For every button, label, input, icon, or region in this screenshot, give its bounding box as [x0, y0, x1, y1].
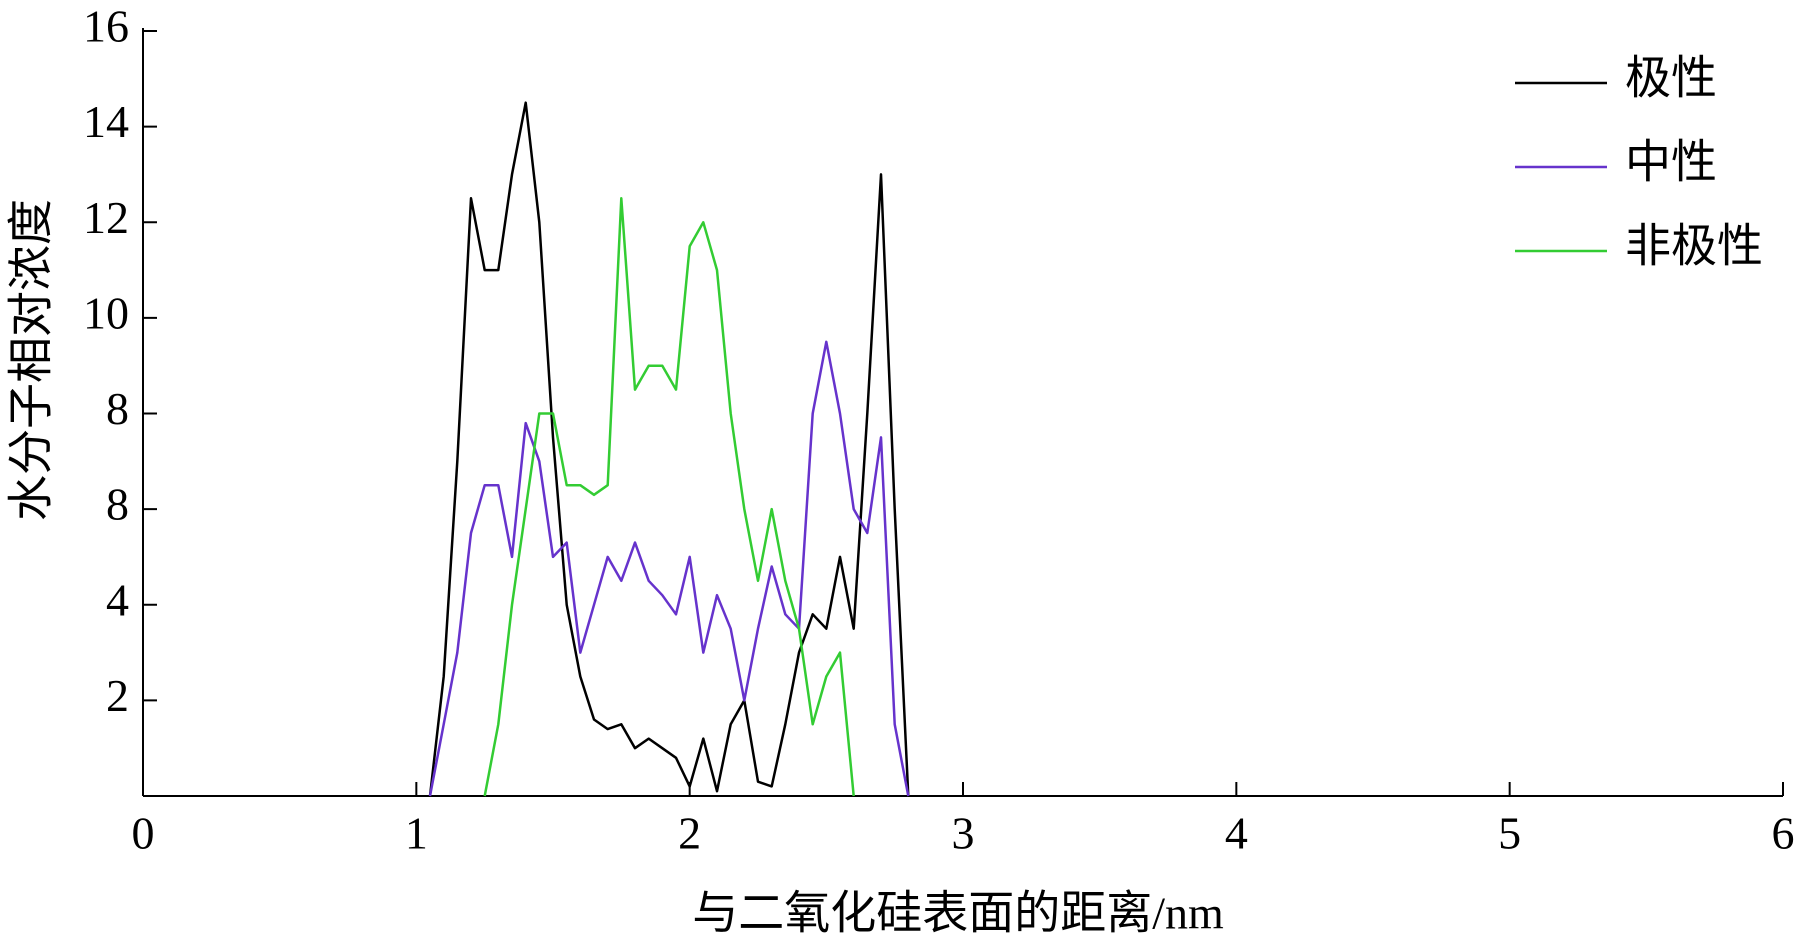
- legend-label: 中性: [1625, 137, 1717, 188]
- y-tick-label: 4: [106, 574, 129, 625]
- x-tick-label: 0: [132, 808, 155, 859]
- data-line: [483, 197, 855, 797]
- x-tick-label: 2: [678, 808, 701, 859]
- y-tick-label: 8: [106, 479, 129, 530]
- y-tick-label: 16: [83, 1, 129, 52]
- legend-label: 极性: [1625, 53, 1717, 104]
- y-tick-label: 2: [106, 670, 129, 721]
- data-line: [428, 340, 910, 797]
- y-tick-label: 14: [83, 96, 129, 147]
- x-tick-label: 3: [952, 808, 975, 859]
- x-axis-label: 与二氧化硅表面的距离/nm: [692, 888, 1224, 939]
- x-tick-label: 6: [1772, 808, 1795, 859]
- y-tick-label: 12: [83, 192, 129, 243]
- x-tick-label: 1: [405, 808, 428, 859]
- x-tick-label: 4: [1225, 808, 1248, 859]
- data-line: [428, 101, 910, 797]
- y-axis-label: 水分子相对浓度: [6, 199, 57, 521]
- y-tick-label: 10: [83, 287, 129, 338]
- legend-label: 非极性: [1625, 221, 1763, 272]
- x-tick-label: 5: [1498, 808, 1521, 859]
- y-tick-label: 8: [106, 383, 129, 434]
